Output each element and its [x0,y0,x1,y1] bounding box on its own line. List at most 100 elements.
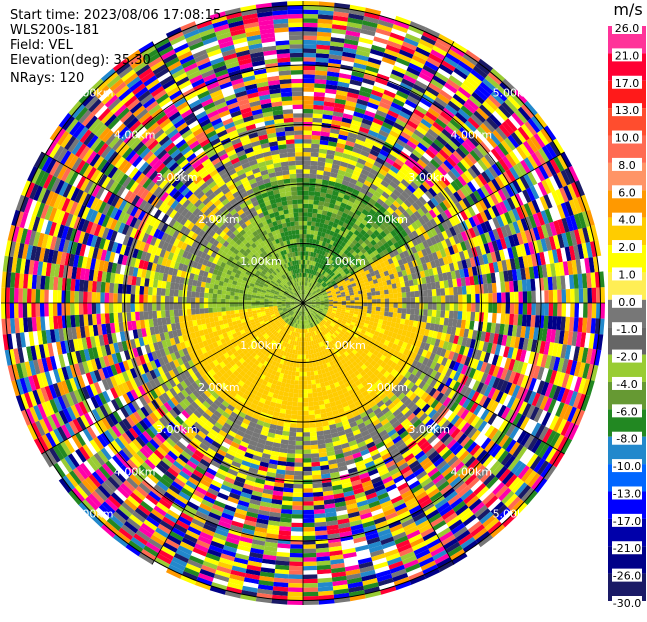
radar-gate [592,288,597,303]
radar-gate [355,306,360,309]
radar-gate [488,283,493,293]
radar-gate [303,18,318,23]
radar-gate [311,462,320,467]
radar-gate [389,308,394,313]
radar-gate [287,600,303,605]
radar-gate [303,527,315,532]
radar-gate [518,314,523,326]
radar-gate [297,411,303,416]
radar-gate [388,289,393,294]
radar-gate [305,342,308,347]
radar-gate [393,308,398,313]
radar-gate [423,309,428,316]
radar-gate [311,148,319,153]
radar-gate [303,394,308,398]
radar-gate [315,526,327,531]
radar-gate [294,467,303,472]
radar-gate [314,518,326,523]
radar-gate [313,500,324,505]
radar-gate [284,483,294,488]
radar-gate [286,410,292,415]
radar-gate [427,283,432,290]
radar-gate [303,195,309,200]
radar-gate [299,376,303,381]
radar-gate [475,303,480,312]
radar-gate [313,397,319,402]
radar-gate [410,286,415,292]
radar-gate [303,152,311,157]
radar-gate [445,295,450,303]
radar-gate [440,310,445,318]
radar-gate [311,375,315,380]
radar-gate [295,376,299,381]
radar-gate [286,462,295,467]
radar-gate [310,169,317,174]
radar-gate [371,310,376,314]
radar-gate [415,297,420,303]
radar-gate [303,437,310,442]
radar-gate [285,470,294,475]
radar-gate [303,238,306,242]
radar-gate [303,96,314,101]
radar-gate [285,414,292,419]
radar-gate [415,309,420,315]
radar-gate [392,317,397,323]
radar-gate [488,293,493,303]
radar-gate [303,493,313,498]
radar-gate [385,307,390,312]
radar-gate [307,376,311,381]
radar-gate [293,484,303,489]
radar-gate [372,307,377,311]
radar-gate [287,401,293,406]
radar-gate [453,311,458,319]
radar-gate [475,285,480,295]
radar-gate [285,383,290,388]
radar-gate [308,389,313,394]
radar-gate [313,401,319,406]
radar-gate [289,432,296,437]
radar-gate [310,367,314,372]
radar-gate [314,96,325,101]
radar-gate [397,288,402,294]
radar-gate [292,510,303,515]
radar-gate [471,303,476,312]
radar-gate [311,380,316,385]
radar-gate [492,313,497,323]
radar-gate [307,380,312,385]
radar-gate [315,75,327,80]
radar-gate [497,293,502,303]
radar-gate [291,415,297,420]
radar-gate [314,509,325,514]
radar-gate [587,288,592,303]
radar-gate [312,135,321,140]
radar-gate [522,315,527,327]
radar-gate [303,523,315,528]
radar-gate [303,544,316,549]
radar-gate [570,303,575,317]
radar-gate [303,161,311,166]
radar-gate [411,303,416,309]
radar-gate [317,387,322,392]
radar-gate [315,522,327,527]
radar-gate [317,166,325,171]
radar-gate [293,493,303,498]
radar-gate [368,303,372,307]
radar-gate [314,83,326,88]
radar-gate [422,283,427,290]
radar-gate [462,286,467,295]
radar-gate [405,314,410,320]
radar-gate [303,381,307,385]
radar-gate [553,290,558,303]
radar-gate [440,288,445,296]
radar-gate [303,536,315,541]
radar-gate [303,458,311,463]
radar-gate [526,315,531,327]
radar-gate [288,445,296,450]
radar-gate [314,88,325,93]
radar-gate [384,290,389,295]
radar-gate [396,282,401,288]
radar-gate [303,497,313,502]
radar-gate [317,214,322,219]
radar-gate [303,471,312,476]
